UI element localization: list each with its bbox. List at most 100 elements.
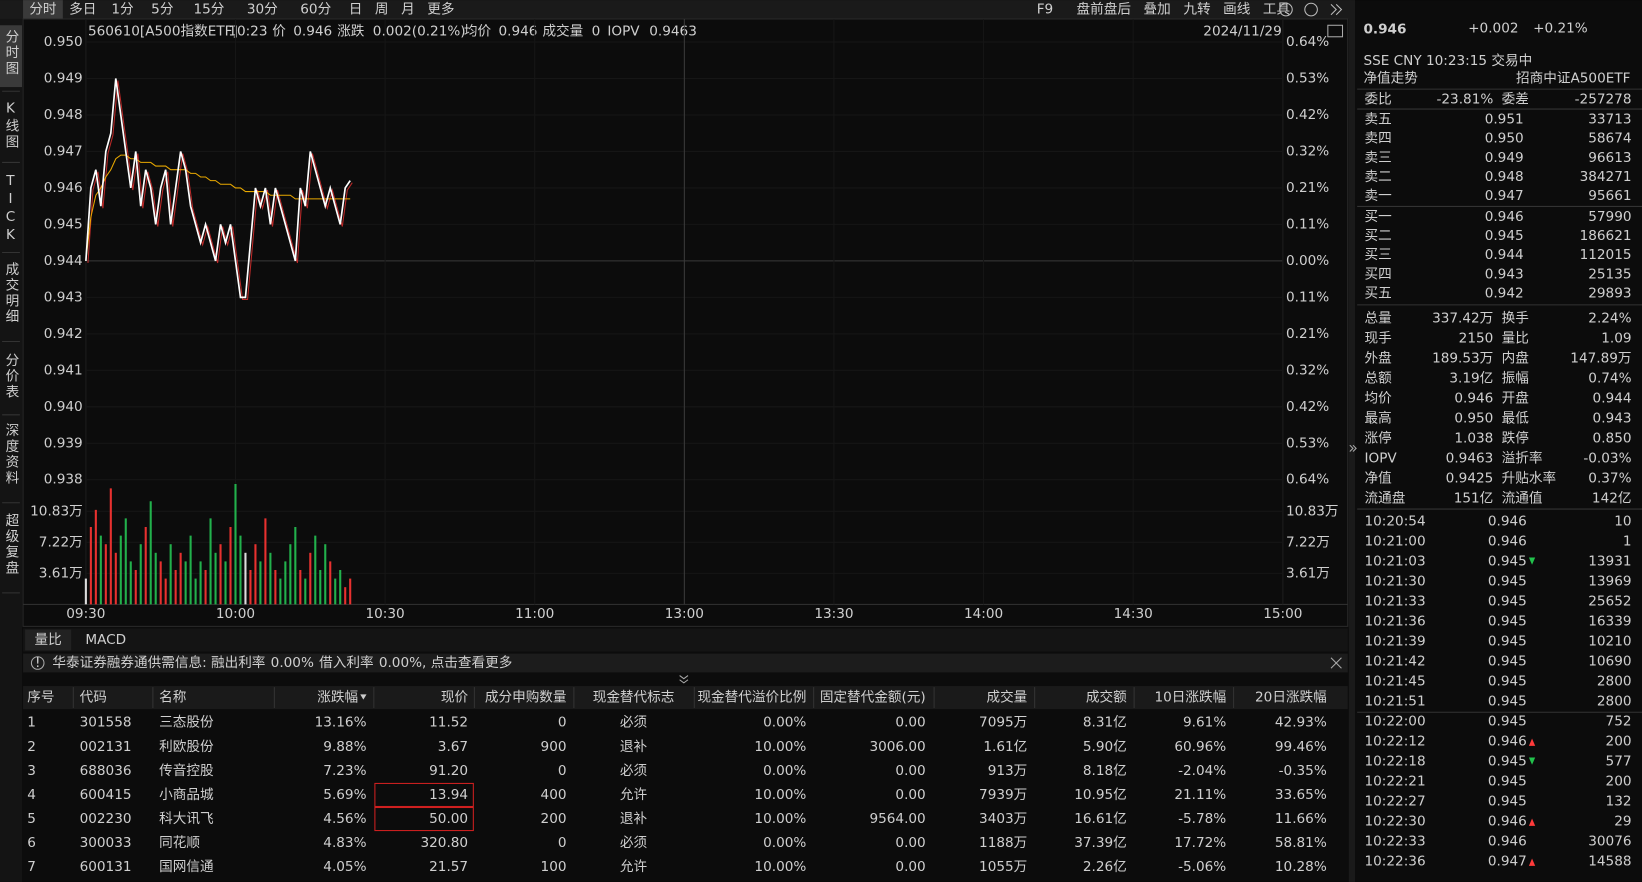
table-cell[interactable]: 传音控股 xyxy=(159,762,214,779)
expand-icon[interactable] xyxy=(679,675,689,684)
stat-label: 升贴水率 xyxy=(1502,469,1556,486)
table-cell[interactable]: 国网信通 xyxy=(159,859,214,875)
tick-volume: 10210 xyxy=(1588,634,1631,650)
period-tab[interactable]: 周 xyxy=(375,2,389,18)
period-tab[interactable]: 日 xyxy=(349,2,363,18)
tool-icon[interactable] xyxy=(1304,2,1318,17)
info-code: 560610[A500指数ETF] xyxy=(88,24,238,40)
book-price: 0.950 xyxy=(1485,131,1524,147)
tool-button[interactable]: 工具 xyxy=(1263,2,1291,18)
quote-meta: SSE CNY 10:23:15 交易中 xyxy=(1363,52,1532,69)
table-cell[interactable]: 同花顺 xyxy=(159,835,200,851)
book-price: 0.947 xyxy=(1485,188,1524,204)
tool-icon[interactable] xyxy=(1279,2,1293,17)
table-header[interactable]: 代码 xyxy=(80,690,107,706)
fund-name: 招商中证A500ETF xyxy=(1516,71,1631,87)
period-tab[interactable]: 15分 xyxy=(193,2,224,18)
side-tab[interactable]: 超级复盘 xyxy=(2,513,19,576)
book-label: 买五 xyxy=(1364,286,1391,302)
table-header[interactable]: 10日涨跌幅 xyxy=(1154,690,1226,706)
x-tick-label: 14:00 xyxy=(964,606,1003,622)
period-tab[interactable]: 30分 xyxy=(247,2,278,18)
side-tab[interactable]: 分时图 xyxy=(2,29,19,76)
table-cell[interactable]: 小商品城 xyxy=(159,787,214,803)
side-tab[interactable]: TICK xyxy=(2,173,18,245)
stat-label: 均价 xyxy=(1364,390,1392,406)
table-cell[interactable]: 科大讯飞 xyxy=(159,811,214,827)
stat-label: 流通值 xyxy=(1502,490,1543,506)
table-header[interactable]: 固定替代金额(元) xyxy=(820,690,926,706)
side-tab[interactable]: K线图 xyxy=(2,101,19,151)
tool-button[interactable]: 盘前盘后 xyxy=(1077,1,1131,18)
table-cell: 6 xyxy=(27,835,36,851)
table-cell: 1055万 xyxy=(979,859,1027,875)
tool-button[interactable]: 叠加 xyxy=(1144,2,1171,18)
table-header[interactable]: 序号 xyxy=(27,690,54,706)
tick-time: 10:22:33 xyxy=(1364,834,1425,850)
table-cell: 13.16% xyxy=(315,715,367,731)
y2-tick-label: 0.64% xyxy=(1286,34,1329,50)
table-cell: -5.06% xyxy=(1178,859,1226,875)
info-avg: 0.946 xyxy=(498,24,537,40)
tick-volume: 16339 xyxy=(1588,614,1631,630)
period-tab[interactable]: 月 xyxy=(401,2,415,18)
x-tick-label: 13:00 xyxy=(665,606,704,622)
table-cell[interactable]: 三态股份 xyxy=(159,715,214,731)
info-change: 0.002(0.21%) xyxy=(373,24,466,40)
table-cell: 5.90亿 xyxy=(1083,739,1127,755)
active-tab-bg xyxy=(23,0,63,19)
notice-close[interactable] xyxy=(1330,657,1342,669)
tool-button[interactable]: 画线 xyxy=(1223,2,1251,18)
y2-tick-label: 0.42% xyxy=(1286,107,1329,123)
period-tab[interactable]: 5分 xyxy=(151,2,174,18)
period-tab[interactable]: 60分 xyxy=(300,2,331,18)
period-tab[interactable]: 1分 xyxy=(111,2,134,18)
y2-tick-label: 0.21% xyxy=(1286,180,1329,196)
table-cell: 3006.00 xyxy=(869,739,925,755)
side-tab[interactable]: 深度资料 xyxy=(2,423,19,486)
info-vol: 0 xyxy=(592,24,601,40)
stat-value: 147.89万 xyxy=(1570,350,1631,366)
table-header[interactable]: 现价 xyxy=(441,690,469,706)
tick-volume: 2800 xyxy=(1597,694,1632,710)
notice-icon-mark: ! xyxy=(35,655,40,671)
side-tab[interactable]: 分价表 xyxy=(2,353,19,400)
table-cell: 10.00% xyxy=(754,787,806,803)
period-tab[interactable]: 更多 xyxy=(427,1,454,18)
table-header[interactable]: 名称 xyxy=(159,690,187,706)
period-tab[interactable]: 多日 xyxy=(69,1,96,18)
table-header[interactable]: 涨跌幅 xyxy=(317,690,358,706)
table-cell: 21.57 xyxy=(429,859,468,875)
tick-price: 0.945 xyxy=(1488,554,1527,570)
table-header[interactable]: 成交量 xyxy=(986,689,1027,706)
tool-button[interactable]: F9 xyxy=(1037,2,1054,18)
nav-label[interactable]: 净值走势 xyxy=(1363,71,1418,87)
table-cell[interactable]: 利欧股份 xyxy=(159,739,214,755)
book-volume: 112015 xyxy=(1580,247,1632,263)
sub-tab[interactable]: MACD xyxy=(85,632,126,648)
y-tick-label: 0.942 xyxy=(44,326,83,342)
tick-price: 0.945 xyxy=(1488,574,1527,590)
period-tab[interactable]: 分时 xyxy=(29,2,57,18)
tool-button[interactable]: 九转 xyxy=(1183,2,1211,18)
x-tick-label: 10:30 xyxy=(365,606,404,622)
quote-change: +0.002 xyxy=(1468,20,1518,36)
table-header[interactable]: 20日涨跌幅 xyxy=(1255,690,1327,706)
notice-text3[interactable]: , 点击查看更多 xyxy=(422,654,512,671)
table-header[interactable]: 成分申购数量 xyxy=(485,690,567,706)
side-tab[interactable]: 成交明细 xyxy=(2,262,19,325)
table-header[interactable]: 现金替代标志 xyxy=(593,690,675,706)
chart-icon[interactable] xyxy=(1327,24,1344,38)
ratio-label: 委比 xyxy=(1364,92,1391,108)
tool-icon[interactable] xyxy=(1330,3,1343,16)
info-iopv: 0.9463 xyxy=(649,24,697,40)
book-label: 卖二 xyxy=(1364,169,1391,185)
table-header[interactable]: 成交额 xyxy=(1086,689,1127,706)
table-header[interactable]: 现金替代溢价比例 xyxy=(697,690,806,706)
tick-price: 0.946 xyxy=(1488,734,1527,750)
book-label: 买一 xyxy=(1364,209,1392,225)
sub-tab[interactable]: 量比 xyxy=(35,632,62,648)
table-cell: -2.04% xyxy=(1178,763,1226,779)
collapse-icon[interactable] xyxy=(1349,444,1357,452)
table-cell: 37.39亿 xyxy=(1074,835,1127,851)
